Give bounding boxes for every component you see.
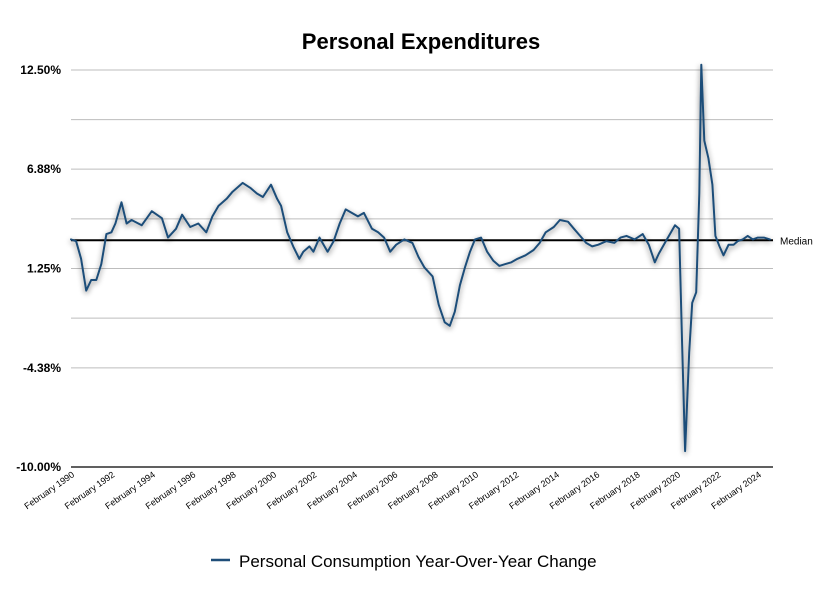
median-group: Median: [71, 236, 813, 247]
gridlines: [71, 69, 773, 468]
y-axis-ticks: 12.50% 6.88% 1.25% -4.38% -10.00%: [16, 63, 61, 474]
series-line: [70, 63, 771, 453]
y-tick-label: -10.00%: [16, 460, 61, 474]
y-tick-label: 1.25%: [27, 262, 61, 276]
y-tick-label: -4.38%: [23, 361, 61, 375]
legend-label: Personal Consumption Year-Over-Year Chan…: [239, 552, 597, 571]
y-tick-label: 6.88%: [27, 162, 61, 176]
chart-title: Personal Expenditures: [302, 29, 540, 54]
median-label: Median: [780, 236, 813, 247]
series-layer: [70, 63, 771, 453]
legend: Personal Consumption Year-Over-Year Chan…: [211, 552, 597, 571]
y-tick-label: 12.50%: [20, 63, 61, 77]
